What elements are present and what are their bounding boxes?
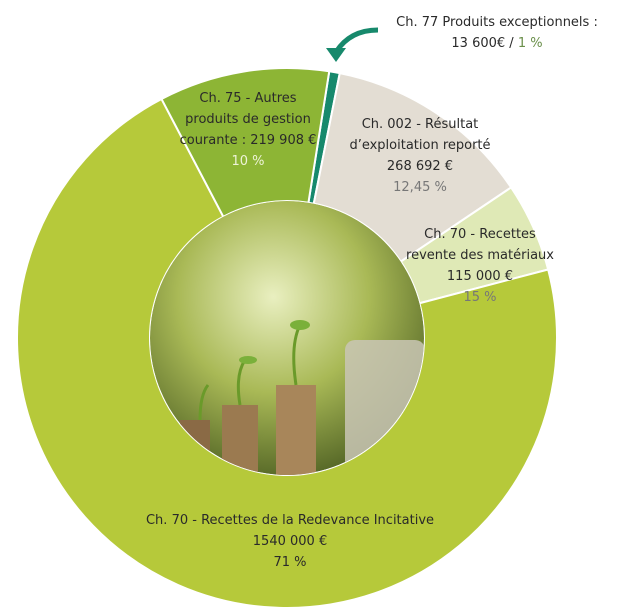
slice-label: Ch. 70 - Recettes de la Redevance Incita… (146, 513, 434, 570)
label-line: d’exploitation reporté (349, 138, 490, 153)
label-line: 13 600€ / 1 % (451, 36, 542, 51)
label-line: 268 692 € (387, 159, 453, 174)
percent-label: 12,45 % (393, 180, 447, 195)
label-line: Ch. 70 - Recettes (424, 227, 536, 242)
value-label: 115 000 € (447, 269, 513, 284)
value-label: 1540 000 € (253, 534, 327, 549)
slice-label: Ch. 75 - Autres produits de gestion couran… (180, 91, 317, 169)
label-line: Ch. 75 - Autres (199, 91, 296, 106)
label-line: produits de gestion (185, 112, 311, 127)
category-text: d’exploitation reporté (349, 138, 490, 153)
label-line: 12,45 % (393, 180, 447, 195)
category-text: Ch. 70 - Recettes de la Redevance Incita… (146, 513, 434, 528)
category-text: Ch. 75 - Autres (199, 91, 296, 106)
label-line: revente des matériaux (406, 248, 554, 263)
slice-label: Ch. 77 Produits exceptionnels : 13 600€ /… (396, 15, 598, 51)
slice-label: Ch. 002 - Résultat d’exploitation reporté… (349, 117, 490, 195)
label-line: 15 % (463, 290, 496, 305)
category-text: Ch. 70 - Recettes (424, 227, 536, 242)
label-line: 1540 000 € (253, 534, 327, 549)
percent-label: 1 % (518, 36, 543, 51)
percent-label: 71 % (273, 555, 306, 570)
category-text: revente des matériaux (406, 248, 554, 263)
label-line: Ch. 70 - Recettes de la Redevance Incita… (146, 513, 434, 528)
slice-label: Ch. 70 - Recettes revente des matériaux 11… (406, 227, 554, 305)
label-line: Ch. 77 Produits exceptionnels : (396, 15, 598, 30)
percent-label: 10 % (231, 154, 264, 169)
label-line: Ch. 002 - Résultat (362, 117, 479, 132)
category-text: Ch. 77 Produits exceptionnels : (396, 15, 598, 30)
category-text: produits de gestion (185, 112, 311, 127)
value-label: 13 600€ / (451, 36, 514, 51)
pointer-arrow-head (326, 48, 346, 62)
value-label: 268 692 € (387, 159, 453, 174)
value-label: 219 908 € (250, 133, 316, 148)
category-text: courante : (180, 133, 247, 148)
label-line: 10 % (231, 154, 264, 169)
label-line: courante : 219 908 € (180, 133, 317, 148)
percent-label: 15 % (463, 290, 496, 305)
label-line: 115 000 € (447, 269, 513, 284)
category-text: Ch. 002 - Résultat (362, 117, 479, 132)
label-line: 71 % (273, 555, 306, 570)
slices (16, 67, 558, 608)
labels: Ch. 77 Produits exceptionnels : 13 600€ /… (146, 15, 598, 570)
